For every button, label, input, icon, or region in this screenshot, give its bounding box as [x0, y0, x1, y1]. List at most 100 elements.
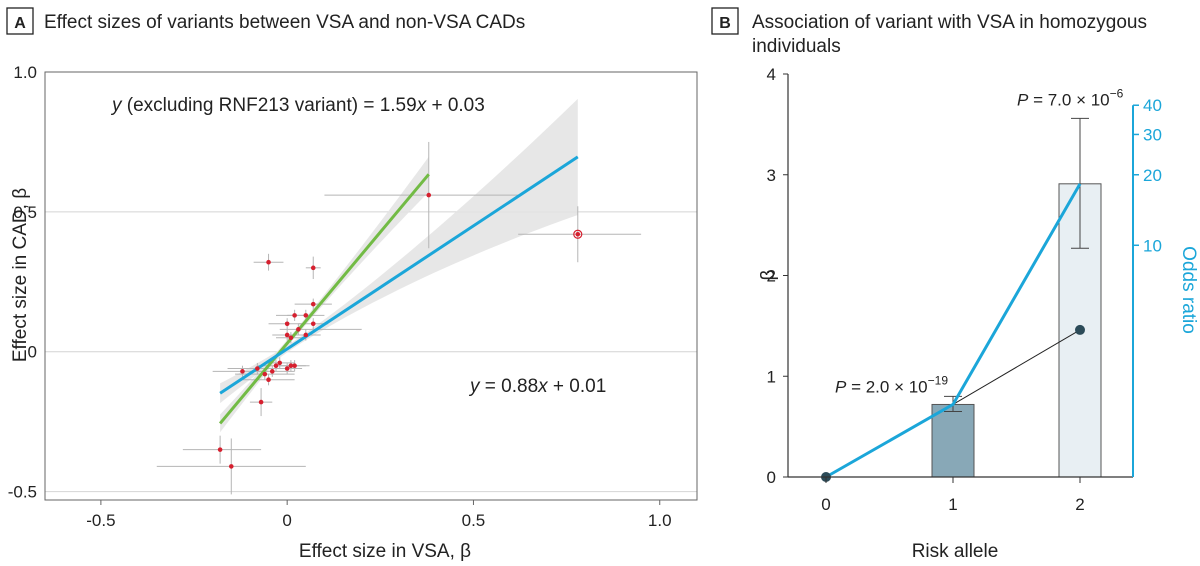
- panel-a-x-axis-title: Effect size in VSA, β: [299, 541, 471, 562]
- panel-b-x-tick-label: 2: [1075, 495, 1084, 514]
- variant-point: [262, 371, 268, 377]
- panel-b-x-tick-label: 0: [821, 495, 830, 514]
- green-eq-y: y: [110, 95, 123, 116]
- panel-a-y-axis-title: Effect size in CAD, β: [10, 188, 31, 362]
- green-eq-x: x: [416, 95, 428, 116]
- panel-a-header: A Effect sizes of variants between VSA a…: [6, 7, 525, 35]
- panel-a-x-ticks: -0.5 0 0.5 1.0: [86, 500, 672, 530]
- blue-fit-confidence-band: [220, 98, 578, 404]
- green-fit-equation: y (excluding RNF213 variant) = 1.59x + 0…: [110, 95, 485, 116]
- blue-eq-y: y: [468, 376, 481, 397]
- panel-b-y-tick-label: 0: [767, 468, 776, 487]
- panel-a-gridlines: [45, 71, 697, 493]
- panel-a-x-tick-label: 0.5: [462, 511, 486, 530]
- variant-point: [288, 335, 294, 341]
- panel-a-y-ticks: -0.5 0 0.5 1.0: [8, 63, 37, 502]
- pvalue-2-exponent: −6: [1110, 86, 1124, 100]
- panel-a-y-tick-label: 1.0: [13, 63, 37, 82]
- variant-point: [266, 259, 271, 265]
- variant-point: [303, 313, 309, 318]
- panel-a-letter: A: [14, 15, 26, 32]
- panel-a-x-tick-label: -0.5: [86, 511, 115, 530]
- panel-b-badge: [711, 7, 739, 35]
- variant-point: [310, 321, 316, 327]
- blue-fit-equation: y = 0.88x + 0.01: [468, 376, 606, 397]
- panel-b-odds-ratio-ticks: 10 20 30 40: [1133, 96, 1162, 255]
- panel-b-y-tick-label: 1: [767, 367, 776, 386]
- odds-ratio-tick-label: 30: [1143, 125, 1162, 144]
- variant-point: [258, 399, 264, 405]
- beta-connector-line: [952, 329, 1081, 405]
- variant-point: [288, 363, 294, 369]
- variant-point: [310, 301, 316, 307]
- panel-a-x-tick-label: 1.0: [648, 511, 672, 530]
- pvalue-2-prefix: P: [1017, 90, 1029, 109]
- odds-ratio-tick-label: 40: [1143, 96, 1162, 115]
- pvalue-allele-2: P = 7.0 × 10−6: [1017, 86, 1124, 109]
- panel-b-title-line-2: individuals: [752, 36, 841, 57]
- variant-point: [303, 332, 309, 338]
- odds-ratio-tick-label: 20: [1143, 166, 1162, 185]
- variant-point: [575, 231, 581, 237]
- panel-b-x-axis-title: Risk allele: [912, 541, 999, 562]
- variant-point: [228, 464, 234, 469]
- panel-a-title: Effect sizes of variants between VSA and…: [44, 12, 525, 33]
- panel-b-x-tick-label: 1: [948, 495, 957, 514]
- blue-eq-x: x: [537, 376, 549, 397]
- panel-a-badge: [6, 7, 34, 35]
- risk-allele-bar: [931, 403, 975, 478]
- beta-point: [1075, 324, 1085, 335]
- variant-point: [255, 366, 260, 371]
- pvalue-1-exponent: −19: [928, 373, 949, 387]
- panel-b-y-tick-label: 2: [767, 267, 776, 286]
- variant-point: [269, 369, 275, 374]
- variant-point: [292, 363, 297, 369]
- panel-b-plot: 0 1 2 0 1 2 3 4 10 20 30 40 P = 2.0 × 10−19 P = 7…: [758, 65, 1199, 562]
- variant-point: [296, 327, 301, 332]
- panel-a-plot: -0.5 0 0.5 1.0 -0.5 0 0.5 1.0 y (excluding RNF…: [8, 63, 698, 562]
- panel-b-y-ticks: 0 1 2 3 4: [767, 65, 788, 487]
- panel-b-lines: [825, 183, 1082, 479]
- panel-b-title-line-1: Association of variant with VSA in homoz…: [752, 12, 1147, 33]
- panel-b-header: B Association of variant with VSA in hom…: [711, 7, 1147, 57]
- panel-a-y-tick-label: 0: [28, 343, 37, 362]
- pvalue-allele-1: P = 2.0 × 10−19: [835, 373, 948, 396]
- blue-fit-line: [219, 155, 579, 395]
- panel-b-bars: [805, 183, 1102, 478]
- pvalue-1-base: = 2.0 × 10: [846, 377, 927, 396]
- panel-a-y-tick-label: 0.5: [13, 203, 37, 222]
- blue-eq-mid: = 0.88: [480, 376, 539, 397]
- green-fit-line: [218, 173, 430, 425]
- panel-a-frame: [44, 71, 698, 501]
- outlier-point-ring: [573, 229, 583, 239]
- variant-point: [277, 360, 283, 366]
- variant-point: [284, 366, 290, 371]
- pvalue-2-base: = 7.0 × 10: [1028, 90, 1109, 109]
- panel-b-y-axis-title: β: [758, 269, 779, 280]
- panel-b-y-tick-label: 4: [767, 65, 776, 84]
- variant-point: [266, 377, 271, 383]
- variant-point: [240, 369, 245, 374]
- blue-eq-tail: + 0.01: [548, 376, 607, 397]
- panel-b-y2-axis-title: Odds ratio: [1178, 246, 1199, 334]
- green-eq-mid: (excluding RNF213 variant) = 1.59: [122, 95, 417, 116]
- panel-a-y-tick-label: -0.5: [8, 483, 37, 502]
- green-eq-tail: + 0.03: [426, 95, 485, 116]
- variant-point: [284, 332, 290, 338]
- panel-b-y-tick-label: 3: [767, 166, 776, 185]
- variant-point: [284, 321, 290, 327]
- variant-point: [292, 313, 297, 318]
- odds-ratio-tick-label: 10: [1143, 236, 1162, 255]
- panel-a-fit-lines: [218, 155, 579, 425]
- odds-ratio-line: [825, 183, 1082, 479]
- panel-b-letter: B: [719, 15, 731, 32]
- panel-a-points: [217, 192, 583, 469]
- variant-point: [273, 363, 279, 369]
- pvalue-1-prefix: P: [835, 377, 847, 396]
- panel-a-x-tick-label: 0: [282, 511, 291, 530]
- variant-point: [217, 447, 223, 452]
- panel-b-x-ticks: 0 1 2: [821, 477, 1085, 514]
- variant-point: [426, 192, 432, 198]
- variant-point: [310, 265, 316, 271]
